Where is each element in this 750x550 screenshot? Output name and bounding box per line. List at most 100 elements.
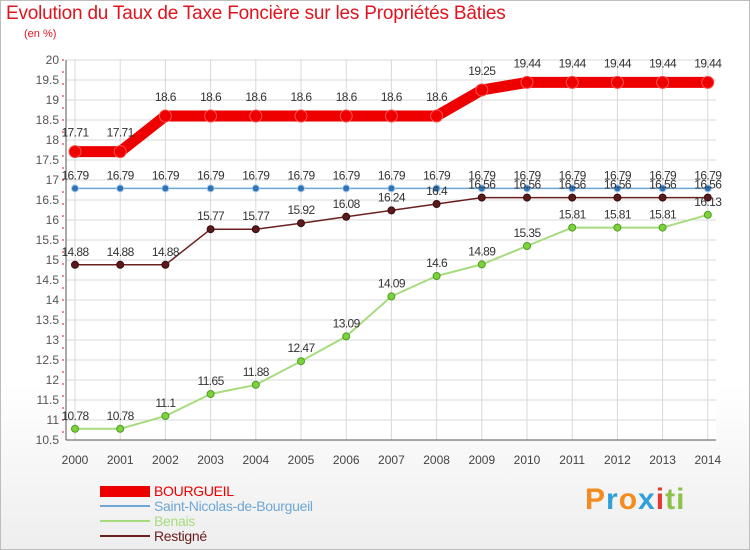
data-point-saint-nicolas (432, 184, 441, 193)
y-tick-label: 20 (46, 53, 60, 67)
data-point-restigne (342, 212, 351, 221)
data-point-benais (432, 272, 441, 280)
data-label-benais: 14.09 (378, 276, 406, 290)
data-label-saint-nicolas: 16.79 (152, 168, 180, 182)
data-point-benais (703, 210, 712, 219)
data-point-restigne (568, 193, 577, 202)
chart-title: Evolution du Taux de Taxe Foncière sur l… (6, 3, 506, 24)
data-label-bourgueil: 18.6 (336, 90, 358, 104)
data-label-saint-nicolas: 16.79 (423, 168, 451, 182)
data-label-bourgueil: 18.6 (426, 90, 448, 104)
y-tick-label: 16 (46, 213, 60, 227)
data-point-bourgueil (113, 145, 127, 159)
data-label-bourgueil: 19.44 (559, 56, 587, 70)
x-tick-label: 2002 (152, 453, 179, 467)
data-point-restigne (251, 225, 260, 234)
data-label-bourgueil: 19.44 (649, 56, 677, 70)
data-point-restigne (703, 193, 712, 202)
data-label-benais: 15.81 (604, 208, 632, 222)
data-point-benais (297, 357, 305, 366)
y-tick-label: 12.5 (36, 353, 60, 367)
x-tick-label: 2008 (423, 453, 450, 467)
data-point-bourgueil (339, 109, 353, 123)
data-label-saint-nicolas: 16.79 (107, 168, 135, 182)
data-point-restigne (658, 193, 667, 202)
y-tick-label: 13 (46, 333, 60, 347)
data-label-saint-nicolas: 16.79 (287, 168, 315, 182)
data-point-bourgueil (384, 109, 398, 123)
x-tick-label: 2010 (514, 453, 541, 467)
legend-item-benais[interactable]: Benais (100, 513, 360, 529)
data-label-restigne: 15.77 (242, 209, 270, 223)
data-point-saint-nicolas (116, 184, 125, 193)
data-point-restigne (116, 260, 125, 269)
logo-letter: P (585, 483, 607, 516)
data-label-bourgueil: 18.6 (381, 90, 403, 104)
logo-letter: t (665, 483, 677, 516)
y-tick-label: 16.5 (36, 193, 60, 207)
legend-swatch-benais (100, 520, 150, 522)
data-point-benais (568, 223, 577, 232)
legend-item-restigne[interactable]: Restigné (100, 528, 360, 544)
data-point-benais (523, 242, 531, 250)
data-label-saint-nicolas: 16.79 (559, 168, 587, 182)
x-tick-label: 2013 (649, 453, 676, 467)
legend-swatch-bourgueil (100, 486, 150, 497)
data-point-bourgueil (475, 83, 489, 97)
data-point-saint-nicolas (568, 184, 577, 193)
logo-letter: r (606, 483, 619, 516)
logo-letter: i (676, 483, 686, 516)
data-label-bourgueil: 19.25 (468, 64, 496, 78)
data-point-bourgueil (701, 75, 715, 89)
data-point-saint-nicolas (297, 184, 305, 193)
legend-item-bourgueil[interactable]: BOURGUEIL (100, 483, 360, 499)
data-label-saint-nicolas: 16.79 (333, 168, 361, 182)
data-label-restigne: 16.56 (513, 178, 541, 192)
data-label-benais: 11.65 (198, 374, 225, 388)
data-point-benais (251, 380, 260, 389)
data-point-restigne (297, 219, 305, 228)
data-point-bourgueil (158, 109, 172, 123)
data-point-benais (613, 223, 622, 232)
proxiti-logo: Proxiti (585, 483, 685, 517)
data-point-saint-nicolas (206, 184, 215, 193)
data-point-bourgueil (430, 109, 444, 123)
y-tick-label: 18.5 (36, 113, 60, 127)
data-point-saint-nicolas (703, 184, 712, 193)
y-tick-label: 19 (46, 93, 60, 107)
y-tick-label: 13.5 (36, 313, 60, 327)
data-point-saint-nicolas (342, 184, 351, 193)
chart-unit: (en %) (24, 28, 57, 40)
data-point-saint-nicolas (251, 184, 260, 193)
data-label-benais: 11.1 (155, 396, 176, 410)
data-label-benais: 10.78 (107, 409, 135, 423)
data-label-saint-nicolas: 16.79 (61, 168, 89, 182)
x-tick-label: 2003 (197, 453, 224, 467)
data-point-restigne (387, 206, 396, 215)
legend-item-saint-nicolas[interactable]: Saint-Nicolas-de-Bourgueil (100, 498, 360, 514)
data-label-bourgueil: 18.6 (291, 90, 313, 104)
data-point-saint-nicolas (613, 184, 622, 193)
x-tick-label: 2007 (378, 453, 405, 467)
data-label-bourgueil: 19.44 (694, 56, 722, 70)
y-tick-label: 11 (47, 413, 60, 427)
legend-label-saint-nicolas: Saint-Nicolas-de-Bourgueil (154, 498, 313, 514)
data-label-bourgueil: 19.44 (513, 56, 541, 70)
data-point-bourgueil (520, 75, 534, 89)
data-label-benais: 12.47 (287, 341, 315, 355)
data-label-saint-nicolas: 16.79 (242, 168, 270, 182)
data-point-restigne (432, 200, 441, 208)
y-tick-label: 18 (46, 133, 60, 147)
data-label-restigne: 16.56 (604, 178, 632, 192)
data-label-bourgueil: 17.71 (107, 126, 135, 140)
logo-letter: o (618, 483, 639, 516)
data-point-restigne (477, 193, 486, 202)
data-point-benais (477, 260, 486, 269)
legend-swatch-restigne (100, 535, 150, 537)
data-point-restigne (71, 260, 79, 269)
data-point-saint-nicolas (477, 184, 486, 193)
data-point-bourgueil (249, 109, 263, 123)
legend-label-benais: Benais (154, 513, 196, 529)
data-point-saint-nicolas (71, 184, 79, 193)
